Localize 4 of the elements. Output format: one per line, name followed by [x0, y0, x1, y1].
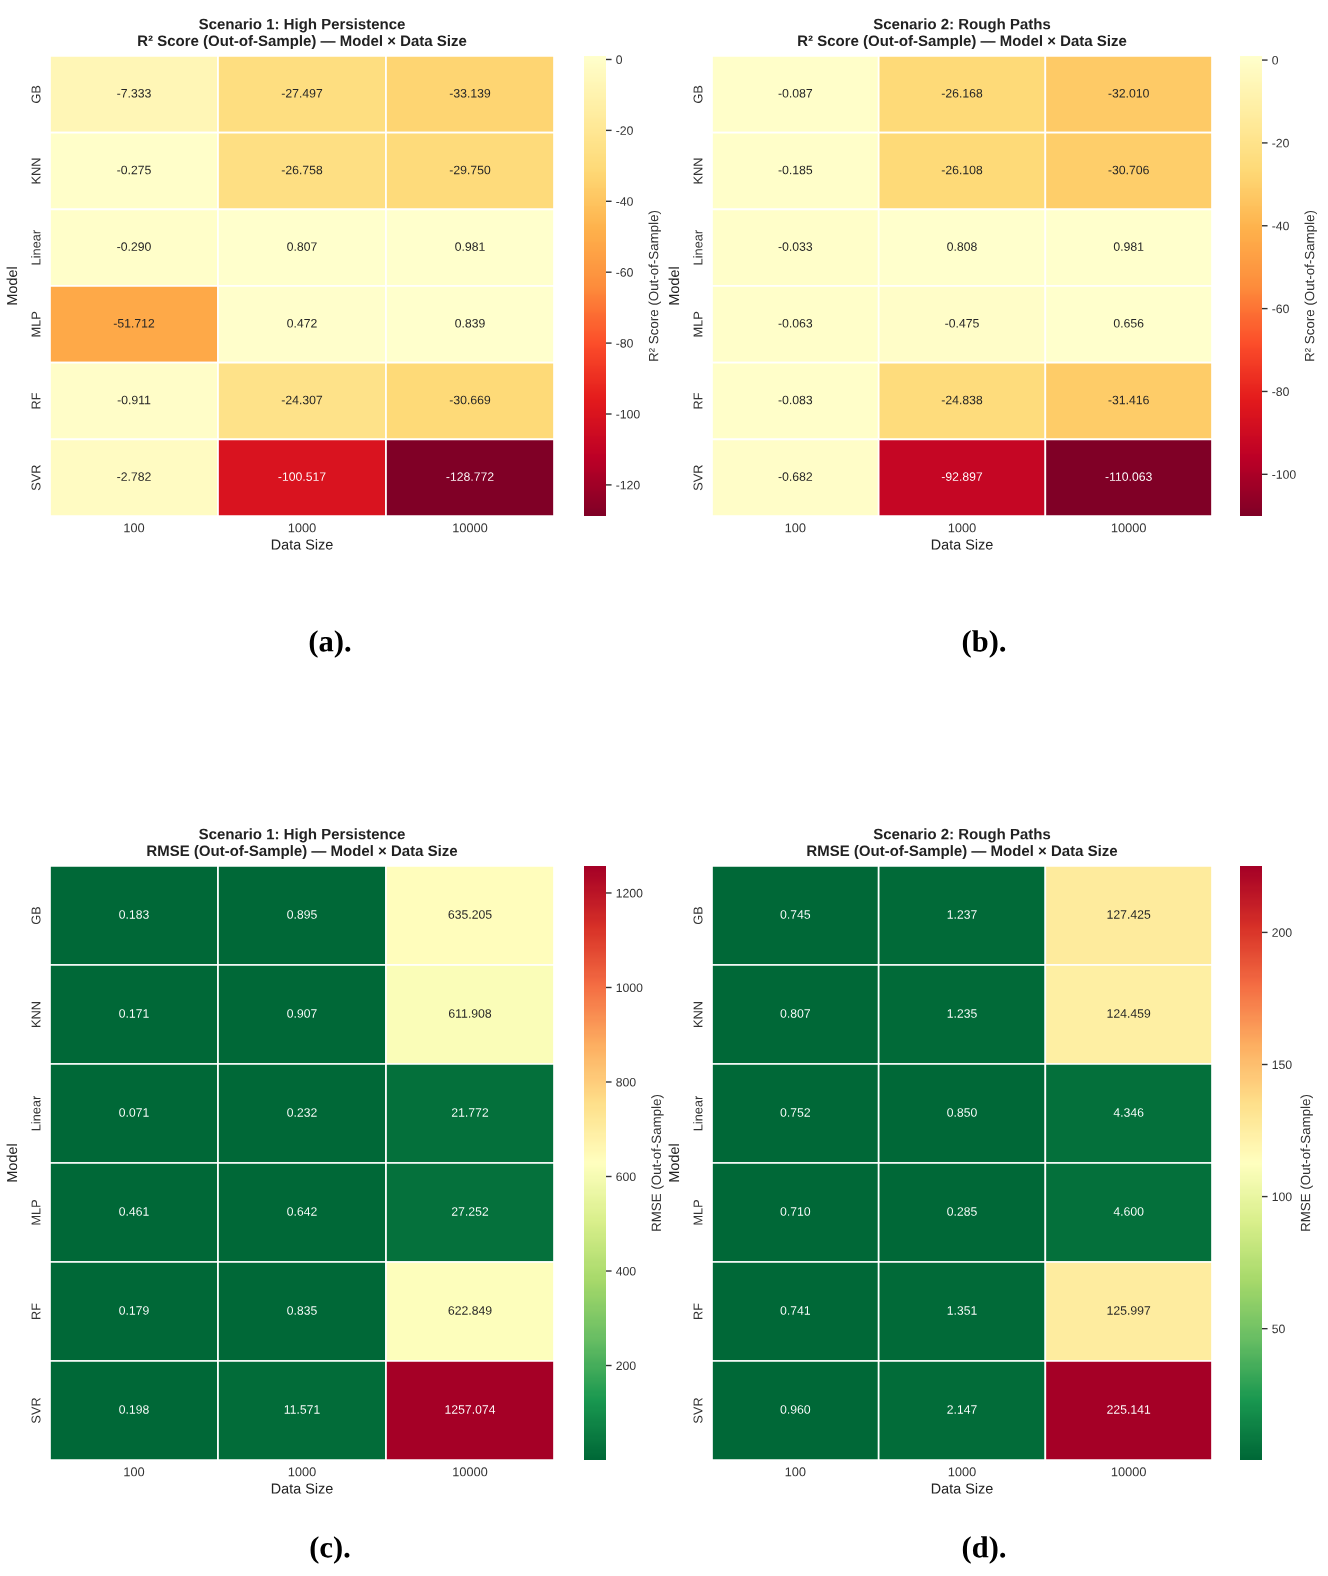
- text: (a).: [309, 630, 351, 658]
- text: (d).: [962, 1536, 1006, 1564]
- text: (c).: [310, 1536, 350, 1564]
- text: (b).: [962, 630, 1006, 658]
